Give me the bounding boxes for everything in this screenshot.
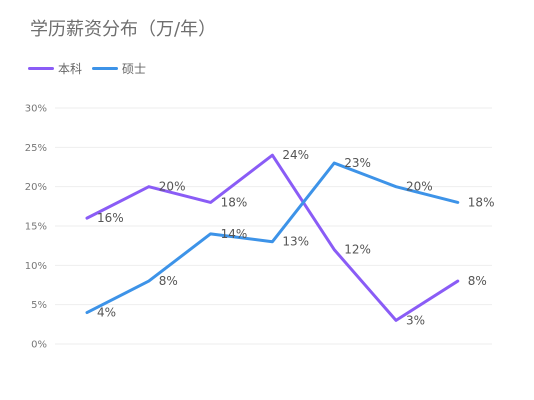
series-line-undergraduate[interactable] (85, 153, 460, 322)
grid-layer (55, 107, 492, 345)
legend-swatch-undergraduate (28, 66, 54, 70)
data-label: 18% (468, 195, 495, 209)
y-tick-label: 0% (31, 340, 47, 351)
data-label: 8% (468, 274, 487, 288)
legend-item-undergraduate[interactable]: 本科 (28, 60, 82, 77)
data-label: 23% (344, 156, 371, 170)
data-label: 18% (221, 195, 248, 209)
data-label: 14% (221, 227, 248, 241)
data-label: 20% (406, 180, 433, 194)
legend-label-master: 硕士 (122, 61, 147, 76)
y-axis-ticks: 0% 5% 10% 15% 20% 25% 30% (25, 104, 47, 351)
data-label: 16% (97, 211, 124, 225)
series-layer (85, 153, 460, 322)
y-tick-label: 5% (31, 300, 47, 311)
data-label: 24% (282, 148, 309, 162)
y-tick-label: 20% (25, 182, 47, 193)
data-label: 4% (97, 306, 116, 320)
data-label: 13% (282, 235, 309, 249)
legend-swatch-master (92, 66, 119, 70)
data-label: 8% (159, 274, 178, 288)
y-tick-label: 30% (25, 104, 47, 115)
data-label: 20% (159, 180, 186, 194)
legend-label-undergraduate: 本科 (58, 61, 83, 76)
chart-title: 学历薪资分布（万/年） (30, 19, 217, 40)
data-labels: 16% 20% 18% 24% 12% 3% 8% 4% 8% 14% 13% 23% 20% 18% (97, 148, 494, 327)
y-tick-label: 15% (25, 222, 47, 233)
legend: 本科 硕士 (28, 60, 156, 76)
y-tick-label: 10% (25, 261, 47, 272)
y-tick-label: 25% (25, 143, 47, 154)
data-label: 12% (344, 243, 371, 257)
legend-item-master[interactable]: 硕士 (92, 60, 146, 77)
series-line-master[interactable] (85, 161, 460, 315)
data-label: 3% (406, 313, 425, 327)
